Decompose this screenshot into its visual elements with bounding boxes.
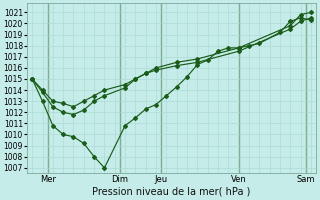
X-axis label: Pression niveau de la mer( hPa ): Pression niveau de la mer( hPa ): [92, 187, 251, 197]
